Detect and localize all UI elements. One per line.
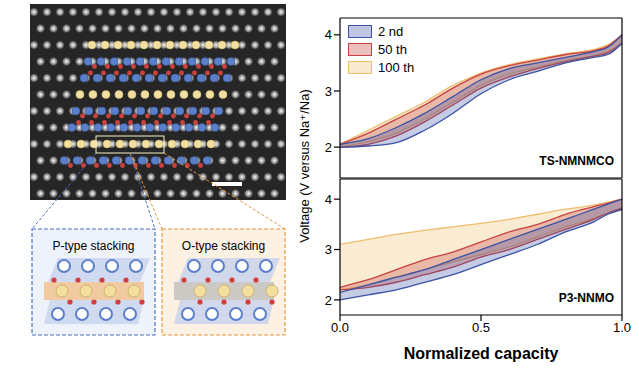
svg-text:2: 2 [325, 293, 332, 308]
html-text:2 nd: 2 nd [378, 24, 404, 39]
svg-text:0.5: 0.5 [472, 320, 490, 335]
svg-text:3: 3 [325, 242, 332, 257]
svg-text:2: 2 [325, 140, 332, 155]
svg-text:P-type stacking: P-type stacking [52, 239, 134, 253]
html-text:50 th: 50 th [378, 42, 407, 57]
svg-text:Normalized capacity: Normalized capacity [404, 345, 559, 362]
svg-text:1.0: 1.0 [613, 320, 631, 335]
svg-text:Voltage (V versus Na⁺/Na): Voltage (V versus Na⁺/Na) [297, 89, 312, 243]
svg-text:3: 3 [325, 84, 332, 99]
html-text:100 th: 100 th [378, 60, 415, 75]
html-text:P3-NNMO: P3-NNMO [558, 291, 614, 305]
svg-text:0.0: 0.0 [331, 320, 349, 335]
svg-text:4: 4 [325, 27, 332, 42]
html-text:TS-NMNMCO: TS-NMNMCO [539, 154, 614, 168]
svg-text:O-type stacking: O-type stacking [182, 239, 265, 253]
svg-text:4: 4 [325, 192, 332, 207]
